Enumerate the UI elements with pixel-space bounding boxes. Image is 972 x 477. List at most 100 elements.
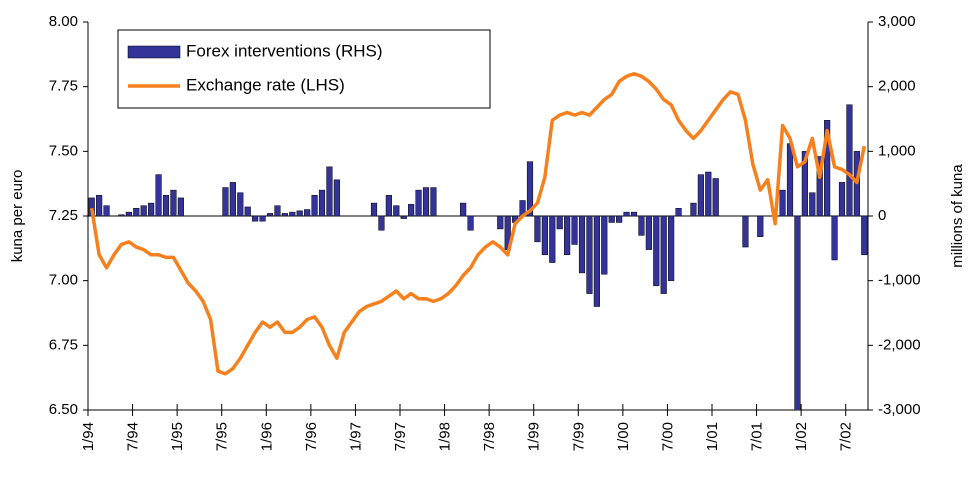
bar (534, 215, 541, 243)
bar (846, 104, 853, 217)
x-tick-label: 1/99 (526, 422, 543, 451)
bar (229, 182, 236, 217)
x-tick-label: 1/96 (258, 422, 275, 451)
bar (794, 215, 801, 410)
y-tick-label: 7.50 (49, 142, 78, 159)
plot-area (88, 71, 868, 410)
x-tick-label: 1/97 (347, 422, 364, 451)
bar (816, 156, 823, 217)
y2-tick-label: 3,000 (878, 13, 916, 30)
bar (541, 215, 548, 256)
bar (244, 206, 251, 217)
bar (757, 215, 764, 237)
bar (422, 187, 430, 217)
bar (378, 215, 385, 231)
bar (326, 166, 333, 217)
bar (103, 205, 110, 217)
bar (296, 210, 303, 217)
x-tick-label: 1/00 (615, 422, 632, 451)
bar (140, 205, 147, 217)
bar (274, 205, 281, 217)
legend-swatch (127, 45, 181, 59)
bar (786, 143, 794, 217)
x-tick-label: 7/94 (125, 422, 142, 451)
bar (430, 187, 437, 217)
line (89, 71, 867, 376)
bar (370, 202, 378, 217)
bar (237, 192, 244, 217)
bar (586, 215, 593, 294)
bar (148, 202, 155, 217)
bar (281, 213, 288, 217)
x-tick-label: 1/01 (704, 422, 721, 451)
bar (697, 174, 704, 217)
bar (564, 215, 571, 256)
bar (668, 215, 675, 281)
bar (690, 202, 697, 217)
legend-box (117, 29, 491, 109)
y2-tick-label: 2,000 (878, 78, 916, 95)
bar (333, 179, 340, 217)
bar (705, 171, 712, 217)
x-tick-label: 7/96 (303, 422, 320, 451)
bar (608, 215, 615, 223)
bar (779, 189, 786, 217)
bar (675, 207, 682, 217)
y2-tick-label: 1,000 (878, 142, 916, 159)
bar (266, 213, 274, 217)
y2-axis-label: millions of kuna (949, 164, 966, 268)
x-tick-label: 7/00 (659, 422, 676, 451)
bar (497, 215, 504, 230)
y-tick-label: 7.00 (49, 272, 78, 289)
bar (177, 197, 184, 217)
bar (467, 215, 474, 231)
bar (96, 195, 103, 217)
bar (838, 182, 846, 217)
bar (311, 195, 318, 217)
bar (118, 214, 125, 217)
bar (155, 174, 162, 217)
y2-tick-label: -1,000 (878, 272, 921, 289)
bar (645, 215, 652, 250)
bar (653, 215, 660, 287)
bar (133, 207, 140, 217)
x-tick-label: 7/99 (570, 422, 587, 451)
bar (460, 202, 467, 217)
bar (660, 215, 667, 294)
x-tick-label: 1/95 (169, 422, 186, 451)
y-tick-label: 8.00 (49, 13, 78, 30)
bar (259, 215, 266, 222)
bar (393, 205, 400, 217)
x-tick-label: 7/02 (838, 422, 855, 451)
y-axis-label: kuna per euro (9, 170, 26, 263)
bar (125, 211, 132, 217)
bar (616, 215, 623, 223)
bar (831, 215, 838, 261)
bar (861, 215, 868, 256)
y2-tick-label: -2,000 (878, 336, 921, 353)
bar (593, 215, 600, 307)
legend-label: Forex interventions (RHS) (186, 41, 383, 60)
bar (408, 204, 415, 217)
bar (385, 195, 392, 217)
y2-tick-label: 0 (878, 207, 886, 224)
x-tick-label: 1/98 (437, 422, 454, 451)
bar (318, 189, 326, 217)
bar (578, 215, 586, 274)
bar (623, 211, 630, 217)
bar (556, 215, 563, 230)
bar (601, 215, 608, 275)
bar (809, 192, 816, 217)
bar (400, 215, 407, 219)
x-tick-label: 1/02 (793, 422, 810, 451)
bar (571, 215, 578, 245)
bar (289, 211, 296, 217)
legend-label: Exchange rate (LHS) (186, 75, 345, 94)
bar (415, 189, 422, 217)
x-tick-label: 7/01 (749, 422, 766, 451)
bar (630, 211, 638, 217)
bar (252, 215, 259, 222)
bar (638, 215, 645, 236)
bar (170, 189, 177, 217)
x-tick-label: 7/98 (481, 422, 498, 451)
